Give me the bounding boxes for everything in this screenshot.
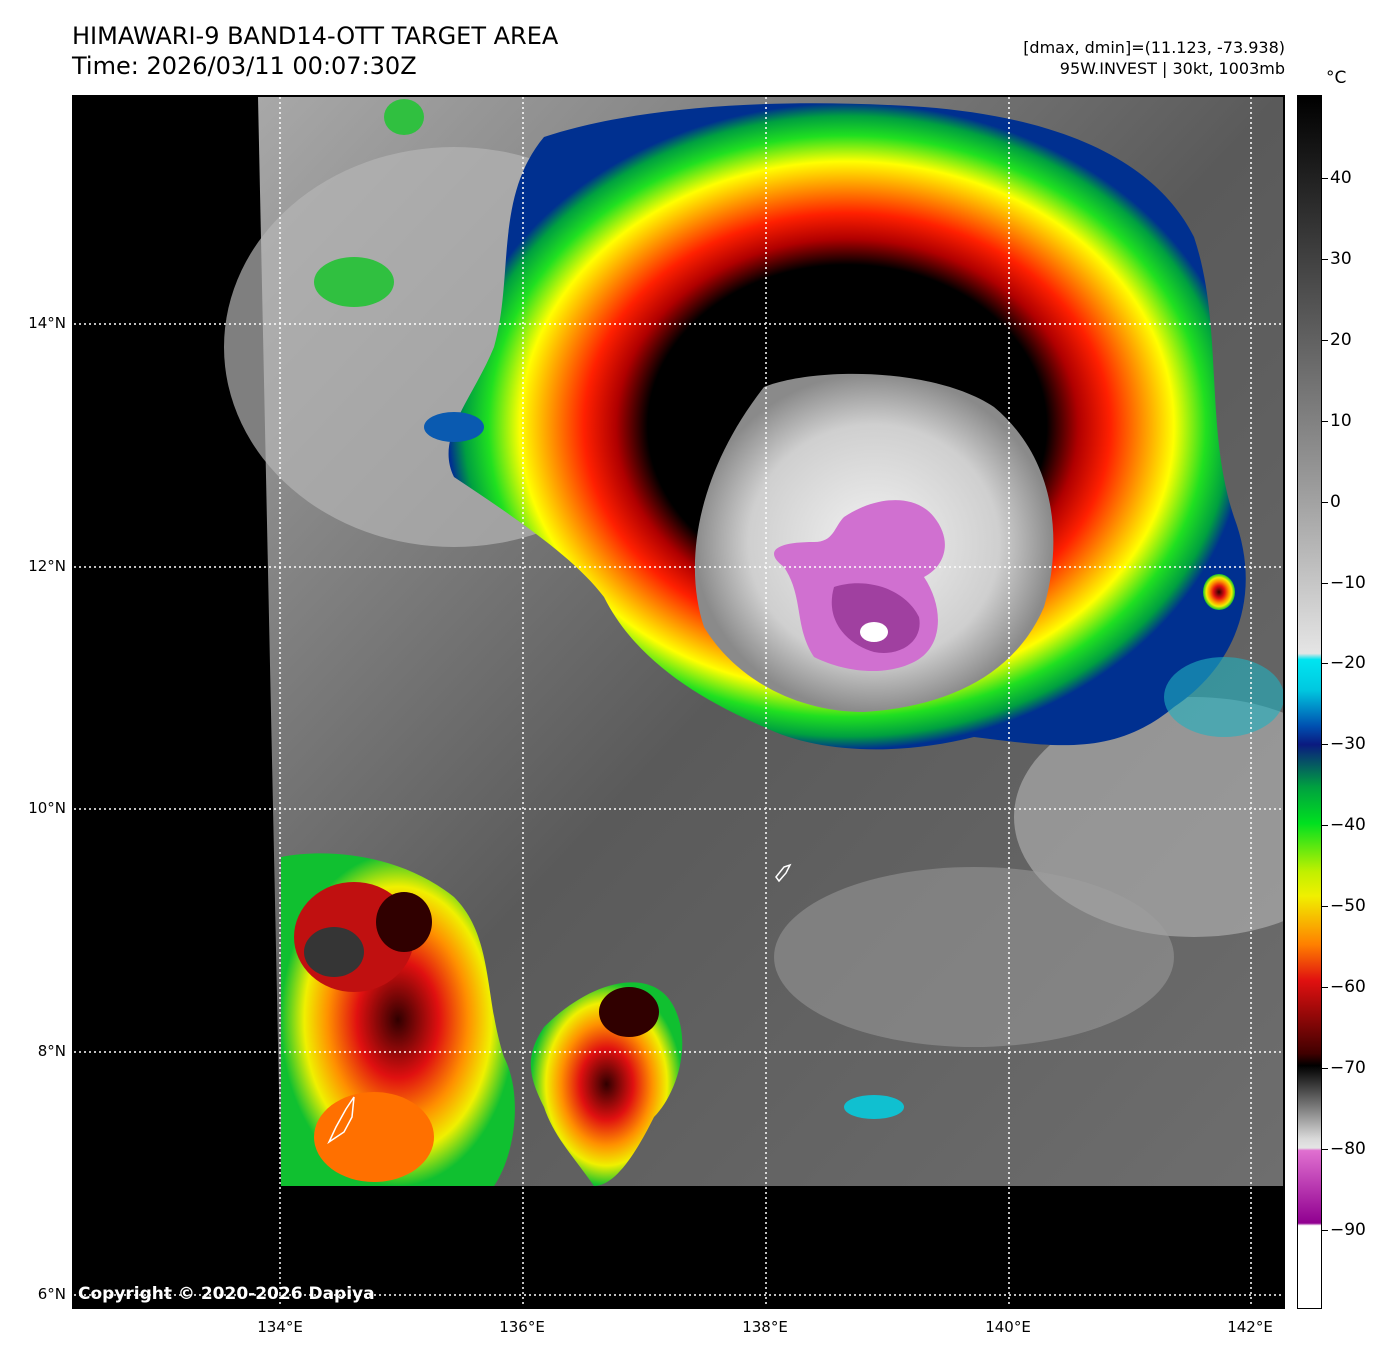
colorbar-tick-mark xyxy=(1322,1067,1328,1069)
lon-label-142e: 142°E xyxy=(1227,1318,1273,1336)
colorbar-tick-mark xyxy=(1322,258,1328,260)
colorbar-tick-mark xyxy=(1322,501,1328,503)
colorbar-tick-label: −50 xyxy=(1330,896,1366,917)
lat-label-8n: 8°N xyxy=(37,1042,66,1060)
colorbar-tick-mark xyxy=(1322,1148,1328,1150)
colorbar-tick-label: −70 xyxy=(1330,1057,1366,1078)
colorbar-tick-mark xyxy=(1322,420,1328,422)
colorbar-tick-mark xyxy=(1322,663,1328,665)
lon-label-136e: 136°E xyxy=(499,1318,545,1336)
colorbar-tick-mark xyxy=(1322,987,1328,988)
colorbar xyxy=(1297,95,1322,1309)
colorbar-tick-mark xyxy=(1322,906,1328,908)
dmax-dmin-readout: [dmax, dmin]=(11.123, -73.938) xyxy=(1023,38,1285,57)
colorbar-tick-label: 20 xyxy=(1330,329,1352,350)
lat-label-6n: 6°N xyxy=(37,1285,66,1303)
lat-label-10n: 10°N xyxy=(28,799,66,817)
storm-info: 95W.INVEST | 30kt, 1003mb xyxy=(1059,59,1285,78)
colorbar-tick-mark xyxy=(1322,178,1328,179)
colorbar-tick-label: 40 xyxy=(1330,168,1352,188)
colorbar-tick-label: −60 xyxy=(1330,977,1366,997)
lon-label-140e: 140°E xyxy=(985,1318,1031,1336)
lat-label-14n: 14°N xyxy=(28,314,66,332)
lon-label-134e: 134°E xyxy=(257,1318,303,1336)
colorbar-tick-mark xyxy=(1322,339,1328,341)
colorbar-unit: °C xyxy=(1326,68,1347,88)
colorbar-tick-label: −30 xyxy=(1330,734,1366,755)
colorbar-tick-label: 30 xyxy=(1330,248,1352,269)
colorbar-tick-label: 0 xyxy=(1330,491,1341,512)
satellite-imagery-svg xyxy=(74,97,1283,1307)
chart-title: HIMAWARI-9 BAND14-OTT TARGET AREA xyxy=(72,22,559,50)
colorbar-tick-mark xyxy=(1322,825,1328,827)
colorbar-tick-label: −80 xyxy=(1330,1138,1366,1159)
colorbar-tick-label: −10 xyxy=(1330,572,1366,593)
colorbar-tick-mark xyxy=(1322,744,1328,746)
colorbar-tick-mark xyxy=(1322,582,1328,584)
lat-label-12n: 12°N xyxy=(28,557,66,575)
colorbar-tick-label: −40 xyxy=(1330,815,1366,836)
chart-time: Time: 2026/03/11 00:07:30Z xyxy=(72,52,417,80)
copyright-notice: Copyright © 2020-2026 Dapiya xyxy=(78,1284,375,1304)
colorbar-tick-label: −20 xyxy=(1330,653,1366,674)
colorbar-tick-mark xyxy=(1322,1229,1328,1231)
graticule xyxy=(74,97,1283,1307)
lon-label-138e: 138°E xyxy=(742,1318,788,1336)
colorbar-tick-label: −90 xyxy=(1330,1219,1366,1240)
satellite-image xyxy=(72,95,1285,1309)
colorbar-tick-label: 10 xyxy=(1330,410,1352,431)
